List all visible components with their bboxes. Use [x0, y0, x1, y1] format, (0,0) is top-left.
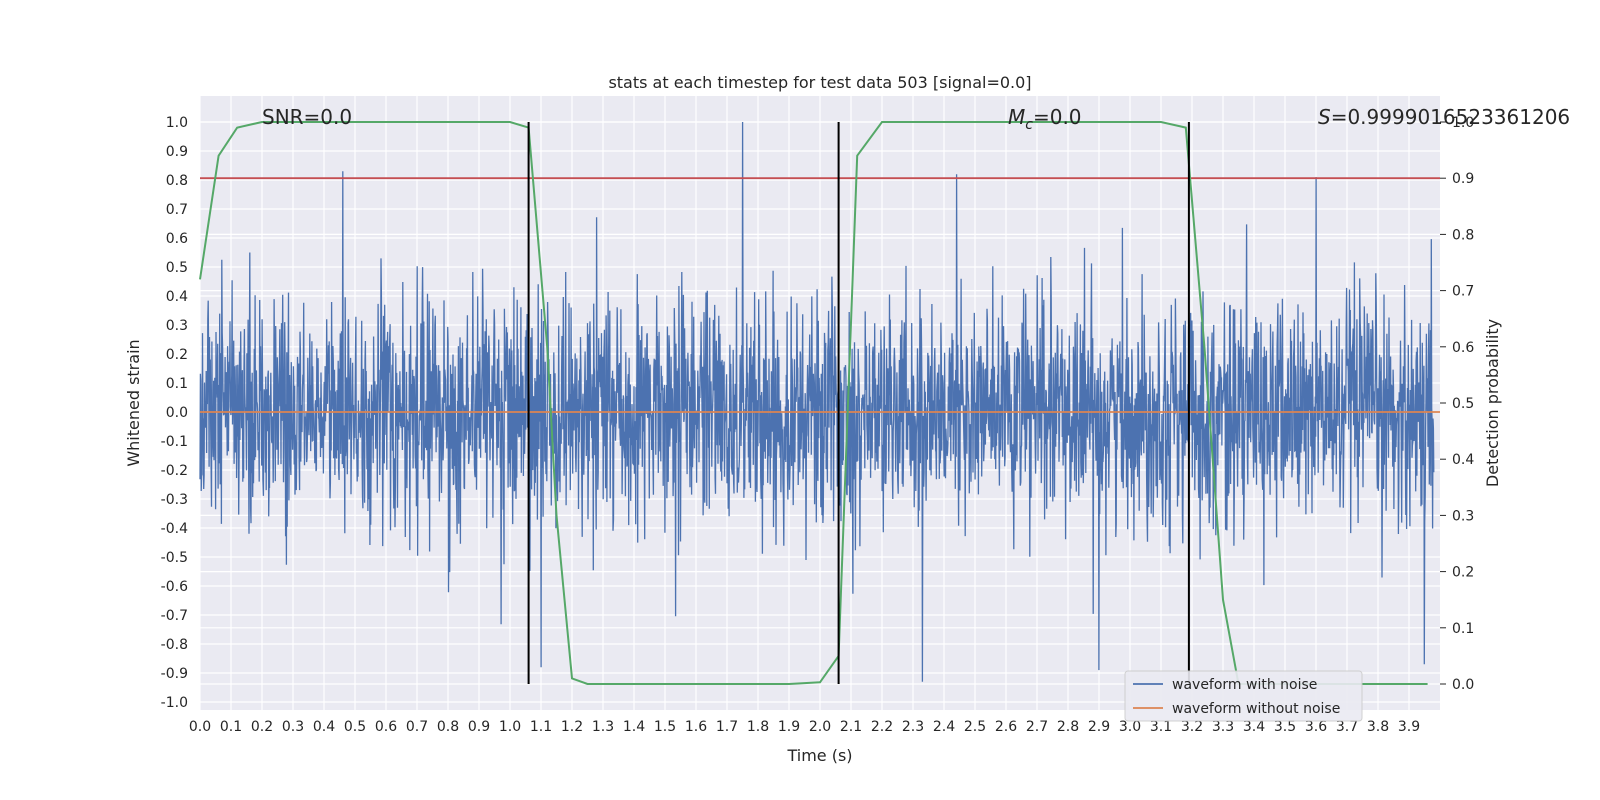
x-tick-label: 1.9	[778, 719, 800, 735]
annotation-mc-value: =0.0	[1033, 105, 1082, 129]
annotation-s-symbol: S	[1318, 105, 1331, 129]
x-tick-label: 2.0	[809, 719, 831, 735]
x-tick-label: 2.7	[1026, 719, 1048, 735]
legend: waveform with noise waveform without noi…	[1124, 670, 1363, 722]
y-axis-label: Whitened strain	[124, 339, 143, 466]
x-tick-label: 3.4	[1243, 719, 1265, 735]
y-tick-label: 0.9	[166, 144, 188, 160]
x-tick-label: 3.2	[1181, 719, 1203, 735]
y-tick-label: 0.3	[166, 318, 188, 334]
x-tick-label: 1.4	[623, 719, 645, 735]
series-waveform-with-noise	[199, 121, 1435, 682]
annotation-mc: Mc=0.0	[1008, 105, 1082, 133]
x-tick-label: 2.2	[871, 719, 893, 735]
vertical-marker-lines	[527, 122, 1190, 684]
x-tick-label: 2.6	[995, 719, 1017, 735]
x-tick-label: 0.1	[220, 719, 242, 735]
y2-tick-label: 0.0	[1452, 677, 1474, 693]
x-tick-label: 2.5	[964, 719, 986, 735]
y-tick-label: -0.2	[161, 463, 188, 479]
x-tick-label: 1.1	[530, 719, 552, 735]
x-tick-label: 3.1	[1150, 719, 1172, 735]
y2-tick-label: 0.2	[1452, 565, 1474, 581]
x-tick-label: 3.0	[1119, 719, 1141, 735]
x-tick-label: 1.6	[685, 719, 707, 735]
x-tick-label: 1.5	[654, 719, 676, 735]
x-tick-label: 3.7	[1336, 719, 1358, 735]
x-tick-label: 3.3	[1212, 719, 1234, 735]
x-tick-label: 2.8	[1057, 719, 1079, 735]
noise-line	[199, 121, 1435, 682]
chart-title: stats at each timestep for test data 503…	[608, 73, 1031, 92]
y-tick-label: 0.8	[166, 173, 188, 189]
legend-box	[1124, 670, 1363, 722]
y-tick-label: -0.6	[161, 579, 188, 595]
probability-line	[199, 121, 1428, 685]
x-tick-label: 1.8	[747, 719, 769, 735]
x-tick-label: 0.7	[406, 719, 428, 735]
x-tick-label: 0.3	[282, 719, 304, 735]
annotation-snr: SNR=0.0	[262, 105, 352, 129]
y2-axis-ticks: 1.0 0.9 0.8 0.7 0.6 0.5 0.4 0.3 0.2 0.1 0.0	[1440, 115, 1474, 693]
y2-tick-label: 0.8	[1452, 227, 1474, 243]
y2-tick-label: 0.3	[1452, 508, 1474, 524]
y-tick-label: -0.7	[161, 608, 188, 624]
x-tick-label: 3.8	[1367, 719, 1389, 735]
x-axis-ticks: 0.0 0.1 0.2 0.3 0.4 0.5 0.6 0.7 0.8 0.9 1.0 1.1 1.2 1…	[189, 719, 1420, 735]
y2-tick-label: 0.4	[1452, 452, 1474, 468]
x-tick-label: 3.5	[1274, 719, 1296, 735]
y-tick-label: 0.1	[166, 376, 188, 392]
x-tick-label: 1.2	[561, 719, 583, 735]
y-tick-label: -0.8	[161, 637, 188, 653]
y-tick-label: 1.0	[166, 115, 188, 131]
series-detection-probability	[199, 121, 1428, 685]
annotation-s: S=0.9999016523361206	[1318, 105, 1570, 129]
y-tick-label: 0.0	[166, 405, 188, 421]
x-tick-label: 2.4	[933, 719, 955, 735]
x-tick-label: 0.8	[437, 719, 459, 735]
y2-tick-label: 0.6	[1452, 340, 1474, 356]
x-tick-label: 2.3	[902, 719, 924, 735]
x-tick-label: 3.9	[1398, 719, 1420, 735]
y-axis-ticks: 1.0 0.9 0.8 0.7 0.6 0.5 0.4 0.3 0.2 0.1 0.0 -0.1 -0.…	[161, 115, 188, 711]
y2-tick-label: 1.0	[1452, 115, 1474, 131]
annotation-mc-sub: c	[1025, 117, 1033, 133]
y-tick-label: 0.7	[166, 202, 188, 218]
y-tick-label: -0.3	[161, 492, 188, 508]
y-tick-label: 0.4	[166, 289, 188, 305]
x-tick-label: 0.4	[313, 719, 335, 735]
x-tick-label: 3.6	[1305, 719, 1327, 735]
y-tick-label: 0.5	[166, 260, 188, 276]
x-tick-label: 0.5	[344, 719, 366, 735]
x-tick-label: 2.9	[1088, 719, 1110, 735]
y2-tick-label: 0.5	[1452, 396, 1474, 412]
legend-label-noise: waveform with noise	[1172, 677, 1317, 693]
x-tick-label: 0.0	[189, 719, 211, 735]
x-tick-label: 0.2	[251, 719, 273, 735]
y-tick-label: -0.9	[161, 666, 188, 682]
y2-tick-label: 0.7	[1452, 284, 1474, 300]
y2-tick-label: 0.1	[1452, 621, 1474, 637]
y-tick-label: -0.1	[161, 434, 188, 450]
x-tick-label: 2.1	[840, 719, 862, 735]
x-tick-label: 0.6	[375, 719, 397, 735]
y-tick-label: -0.5	[161, 550, 188, 566]
y2-axis-label: Detection probability	[1483, 319, 1502, 487]
annotation-mc-symbol: M	[1008, 105, 1025, 129]
legend-label-clean: waveform without noise	[1172, 701, 1340, 717]
y-tick-label: 0.2	[166, 347, 188, 363]
x-tick-label: 1.0	[499, 719, 521, 735]
x-tick-label: 1.3	[592, 719, 614, 735]
annotation-s-value: =0.9999016523361206	[1331, 105, 1570, 129]
x-tick-label: 0.9	[468, 719, 490, 735]
y-tick-label: -1.0	[161, 695, 188, 711]
y-tick-label: -0.4	[161, 521, 188, 537]
y-tick-label: 0.6	[166, 231, 188, 247]
x-tick-label: 1.7	[716, 719, 738, 735]
y2-tick-label: 0.9	[1452, 171, 1474, 187]
x-axis-label: Time (s)	[786, 746, 852, 765]
